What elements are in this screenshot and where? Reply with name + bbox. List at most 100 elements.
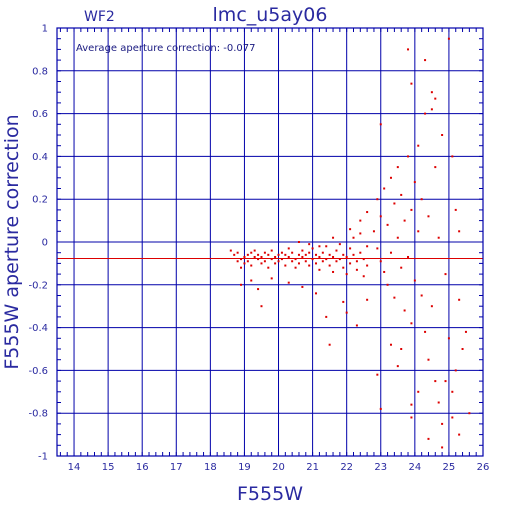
data-point [362, 275, 365, 278]
data-point [417, 230, 420, 233]
data-point [240, 266, 243, 269]
data-point [321, 260, 324, 263]
data-point [311, 258, 314, 261]
data-point [366, 211, 369, 214]
data-point [359, 251, 362, 254]
data-point [335, 249, 338, 252]
data-point [301, 285, 304, 288]
data-point [355, 324, 358, 327]
data-point [250, 279, 253, 282]
data-point [260, 255, 263, 258]
data-point [372, 230, 375, 233]
data-point [332, 255, 335, 258]
data-point [250, 251, 253, 254]
y-tick-label: -0.8 [28, 409, 48, 420]
data-point [410, 322, 413, 325]
data-point [410, 416, 413, 419]
data-point [246, 253, 249, 256]
data-point [376, 198, 379, 201]
data-point [444, 273, 447, 276]
data-point [430, 108, 433, 111]
data-point [400, 193, 403, 196]
data-point [243, 262, 246, 265]
data-point [260, 305, 263, 308]
data-point [458, 298, 461, 301]
data-point [413, 279, 416, 282]
data-point [318, 245, 321, 248]
x-tick-label: 21 [306, 462, 319, 473]
data-point [389, 343, 392, 346]
data-point [403, 309, 406, 312]
data-point [294, 258, 297, 261]
data-point [287, 247, 290, 250]
data-point [441, 446, 444, 449]
x-tick-label: 15 [102, 462, 115, 473]
data-point [427, 215, 430, 218]
data-point [451, 390, 454, 393]
data-point [233, 253, 236, 256]
x-tick-label: 22 [340, 462, 353, 473]
data-point [325, 315, 328, 318]
data-point [441, 134, 444, 136]
data-point [345, 311, 348, 314]
data-point [315, 292, 318, 295]
y-tick-label: -0.6 [28, 366, 48, 377]
data-point [366, 245, 369, 248]
data-point [447, 37, 450, 40]
data-point [410, 208, 413, 211]
data-point [236, 251, 239, 254]
data-point [332, 270, 335, 273]
y-tick-label: 1 [42, 24, 48, 35]
data-point [287, 281, 290, 284]
x-tick-label: 25 [443, 462, 456, 473]
data-point [342, 300, 345, 303]
data-point [318, 268, 321, 271]
data-point [325, 258, 328, 261]
data-point [413, 181, 416, 184]
data-point [410, 403, 413, 406]
data-point [379, 260, 382, 263]
data-point [461, 348, 464, 350]
y-tick-label: 0.2 [32, 195, 48, 206]
data-point [464, 330, 467, 333]
data-point [451, 416, 454, 419]
data-point [420, 198, 423, 201]
data-point [250, 264, 253, 267]
data-point [308, 264, 311, 267]
data-point [424, 112, 427, 115]
data-point [338, 258, 341, 261]
data-point [304, 253, 307, 256]
data-point [386, 283, 389, 286]
data-point [400, 266, 403, 269]
data-point [301, 255, 304, 258]
data-point [393, 202, 396, 205]
data-point [400, 348, 403, 350]
data-point [458, 230, 461, 233]
y-tick-label: -1 [38, 452, 48, 463]
data-point [427, 358, 430, 361]
data-point [444, 380, 447, 383]
data-point [379, 215, 382, 218]
data-point [240, 258, 243, 261]
x-tick-label: 14 [68, 462, 81, 473]
data-point [345, 255, 348, 258]
data-point [386, 223, 389, 226]
data-point [379, 123, 382, 126]
data-point [308, 243, 311, 246]
x-tick-label: 20 [272, 462, 285, 473]
data-point [441, 422, 444, 425]
x-tick-label: 18 [204, 462, 217, 473]
data-point [253, 255, 256, 258]
data-point [454, 208, 457, 211]
y-tick-label: -0.4 [28, 323, 48, 334]
y-tick-label: 0.6 [32, 109, 48, 120]
data-point [407, 48, 410, 51]
data-point [274, 255, 277, 258]
data-point [263, 260, 266, 263]
data-point [301, 249, 304, 252]
data-point [424, 330, 427, 333]
data-point [417, 144, 420, 147]
data-point [349, 247, 352, 250]
data-point [389, 251, 392, 254]
